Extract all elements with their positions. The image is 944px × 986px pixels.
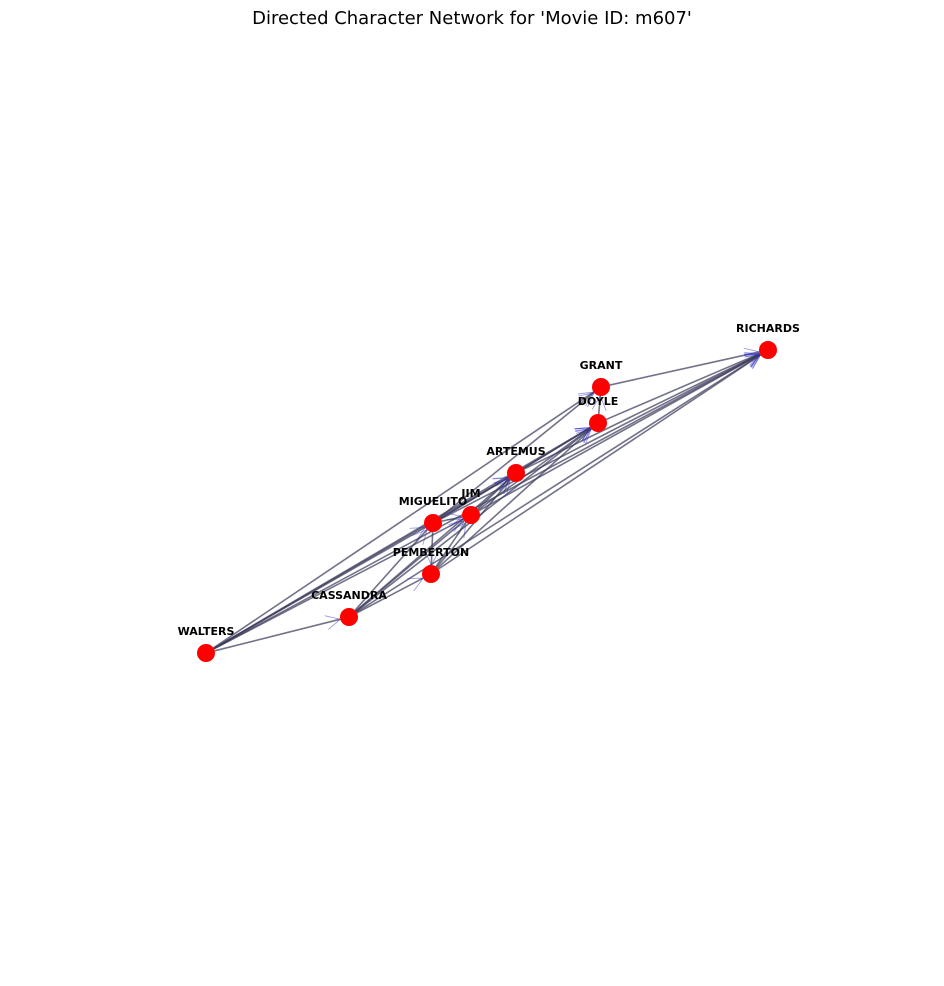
edge-cassandra-to-miguelito xyxy=(354,530,427,611)
node-label-artemus: ARTEMUS xyxy=(486,445,545,458)
node-pemberton xyxy=(422,565,440,583)
edge-walters-to-grant xyxy=(213,391,593,649)
node-cassandra xyxy=(340,608,358,626)
node-grant xyxy=(592,378,610,396)
node-label-richards: RICHARDS xyxy=(736,322,800,335)
node-label-jim: JIM xyxy=(460,487,480,500)
edge-walters-to-miguelito xyxy=(213,526,425,650)
node-label-pemberton: PEMBERTON xyxy=(393,546,469,559)
node-jim xyxy=(462,506,480,524)
chart-title: Directed Character Network for 'Movie ID… xyxy=(252,8,692,29)
edge-pemberton-to-richards xyxy=(438,354,760,570)
node-label-cassandra: CASSANDRA xyxy=(311,589,387,602)
node-label-walters: WALTERS xyxy=(178,625,235,638)
edge-walters-to-jim xyxy=(213,518,463,650)
node-miguelito xyxy=(424,514,442,532)
node-label-grant: GRANT xyxy=(580,359,623,372)
edge-jim-to-doyle xyxy=(477,427,590,511)
edge-artemus-to-doyle xyxy=(523,427,591,469)
node-richards xyxy=(759,341,777,359)
edge-pemberton-to-doyle xyxy=(437,429,592,569)
edge-walters-to-cassandra xyxy=(214,619,341,652)
edge-walters-to-richards xyxy=(213,353,760,650)
edge-jim-to-artemus xyxy=(477,479,510,510)
nodes-layer xyxy=(197,341,777,662)
edge-miguelito-to-jim xyxy=(441,517,462,521)
edge-cassandra-to-richards xyxy=(356,354,761,613)
node-doyle xyxy=(589,414,607,432)
edge-doyle-to-richards xyxy=(605,354,759,421)
edge-miguelito-to-grant xyxy=(439,392,594,518)
edge-cassandra-to-jim xyxy=(355,521,464,612)
edge-grant-to-richards xyxy=(609,352,759,386)
node-label-miguelito: MIGUELITO xyxy=(399,495,467,508)
node-artemus xyxy=(507,464,525,482)
node-label-doyle: DOYLE xyxy=(578,395,619,408)
node-walters xyxy=(197,644,215,662)
edge-doyle-to-grant xyxy=(599,396,601,415)
edges-layer xyxy=(213,352,761,652)
edge-cassandra-to-pemberton xyxy=(356,577,423,614)
edge-pemberton-to-jim xyxy=(435,522,467,567)
